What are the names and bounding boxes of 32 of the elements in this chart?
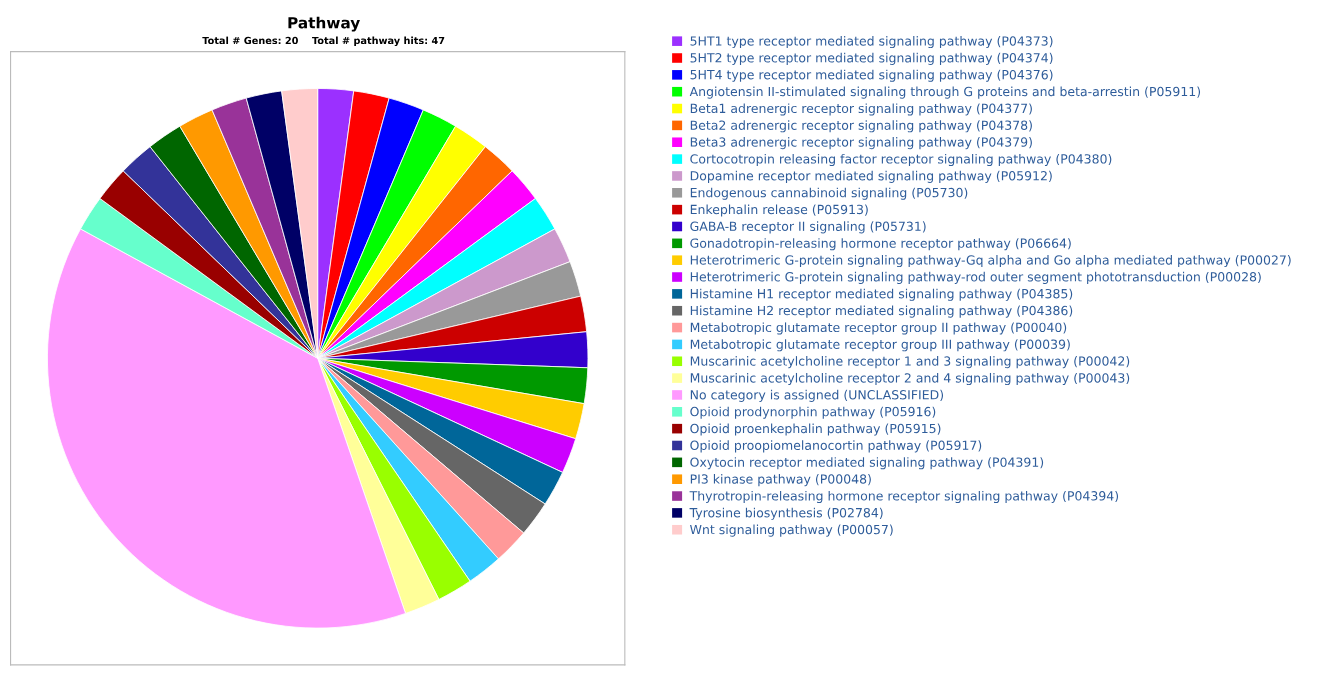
legend-label: Muscarinic acetylcholine receptor 1 and 3 signaling pathway (P00042) [690, 356, 1130, 369]
legend-label: Tyrosine biosynthesis (P02784) [689, 507, 883, 520]
legend-label: Beta2 adrenergic receptor signaling pathway (P04378) [690, 120, 1032, 133]
legend-label: Metabotropic glutamate receptor group II pathway (P00040) [690, 322, 1067, 335]
legend-label: Enkephalin release (P05913) [690, 204, 868, 217]
legend-label: PI3 kinase pathway (P00048) [690, 474, 871, 487]
legend-label: 5HT2 type receptor mediated signaling pathway (P04374) [690, 52, 1053, 65]
legend-label: Histamine H2 receptor mediated signaling pathway (P04386) [690, 305, 1073, 318]
legend-label: Muscarinic acetylcholine receptor 2 and 4 signaling pathway (P00043) [690, 372, 1130, 386]
chart-subtitle: Total # Genes: 20 Total # pathway hits: 47 [202, 36, 445, 47]
legend-label: Dopamine receptor mediated signaling pathway (P05912) [690, 170, 1052, 183]
legend-label: 5HT4 type receptor mediated signaling pathway (P04376) [690, 69, 1053, 82]
chart-title: Pathway [288, 16, 360, 32]
legend-label: GABA-B receptor II signaling (P05731) [690, 221, 926, 234]
legend-label: Gonadotropin-releasing hormone receptor pathway (P06664) [690, 238, 1071, 251]
legend-label: Thyrotropin-releasing hormone receptor signaling pathway (P04394) [689, 490, 1119, 503]
legend-label: Beta1 adrenergic receptor signaling pathway (P04377) [690, 103, 1032, 116]
legend-label: Beta3 adrenergic receptor signaling pathway (P04379) [690, 137, 1032, 150]
legend-label: No category is assigned (UNCLASSIFIED) [690, 389, 944, 402]
legend-label: Heterotrimeric G-protein signaling pathway-Gq alpha and Go alpha mediated pathway (P00027) [690, 255, 1291, 268]
legend-label: Opioid prodynorphin pathway (P05916) [690, 406, 936, 419]
legend-label: Oxytocin receptor mediated signaling pathway (P04391) [690, 457, 1044, 470]
legend-label: Opioid proopiomelanocortin pathway (P05917) [690, 440, 982, 453]
legend-label: Histamine H1 receptor mediated signaling pathway (P04385) [690, 288, 1073, 301]
legend-label: Metabotropic glutamate receptor group III pathway (P00039) [690, 339, 1070, 352]
legend-label: 5HT1 type receptor mediated signaling pathway (P04373) [690, 36, 1053, 49]
legend-label: Cortocotropin releasing factor receptor signaling pathway (P04380) [690, 153, 1112, 167]
legend-label: Angiotensin II-stimulated signaling through G proteins and beta-arrestin (P05911) [689, 86, 1201, 99]
legend-label: Wnt signaling pathway (P00057) [690, 524, 893, 537]
legend-label: Endogenous cannabinoid signaling (P05730) [690, 187, 968, 200]
legend-label: Heterotrimeric G-protein signaling pathway-rod outer segment phototransduction (P00028) [690, 271, 1261, 284]
legend-label: Opioid proenkephalin pathway (P05915) [690, 423, 941, 436]
